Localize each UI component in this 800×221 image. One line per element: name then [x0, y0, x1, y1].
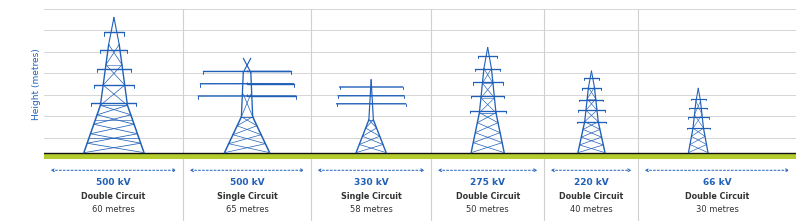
Text: Single Circuit: Single Circuit	[341, 192, 402, 201]
Text: 60 metres: 60 metres	[92, 205, 135, 214]
Text: Double Circuit: Double Circuit	[559, 192, 623, 201]
Text: 275 kV: 275 kV	[470, 178, 505, 187]
Y-axis label: Height (metres): Height (metres)	[32, 48, 42, 120]
Text: Double Circuit: Double Circuit	[685, 192, 749, 201]
Text: 330 kV: 330 kV	[354, 178, 389, 187]
Text: 220 kV: 220 kV	[574, 178, 609, 187]
Text: Double Circuit: Double Circuit	[455, 192, 520, 201]
Text: 58 metres: 58 metres	[350, 205, 393, 214]
Text: 40 metres: 40 metres	[570, 205, 613, 214]
Text: 500 kV: 500 kV	[96, 178, 131, 187]
Text: Double Circuit: Double Circuit	[82, 192, 146, 201]
Text: Single Circuit: Single Circuit	[217, 192, 278, 201]
Text: 30 metres: 30 metres	[696, 205, 738, 214]
Text: 65 metres: 65 metres	[226, 205, 269, 214]
Text: 66 kV: 66 kV	[702, 178, 731, 187]
Text: 50 metres: 50 metres	[466, 205, 509, 214]
Text: 500 kV: 500 kV	[230, 178, 264, 187]
Bar	[44, 153, 796, 159]
